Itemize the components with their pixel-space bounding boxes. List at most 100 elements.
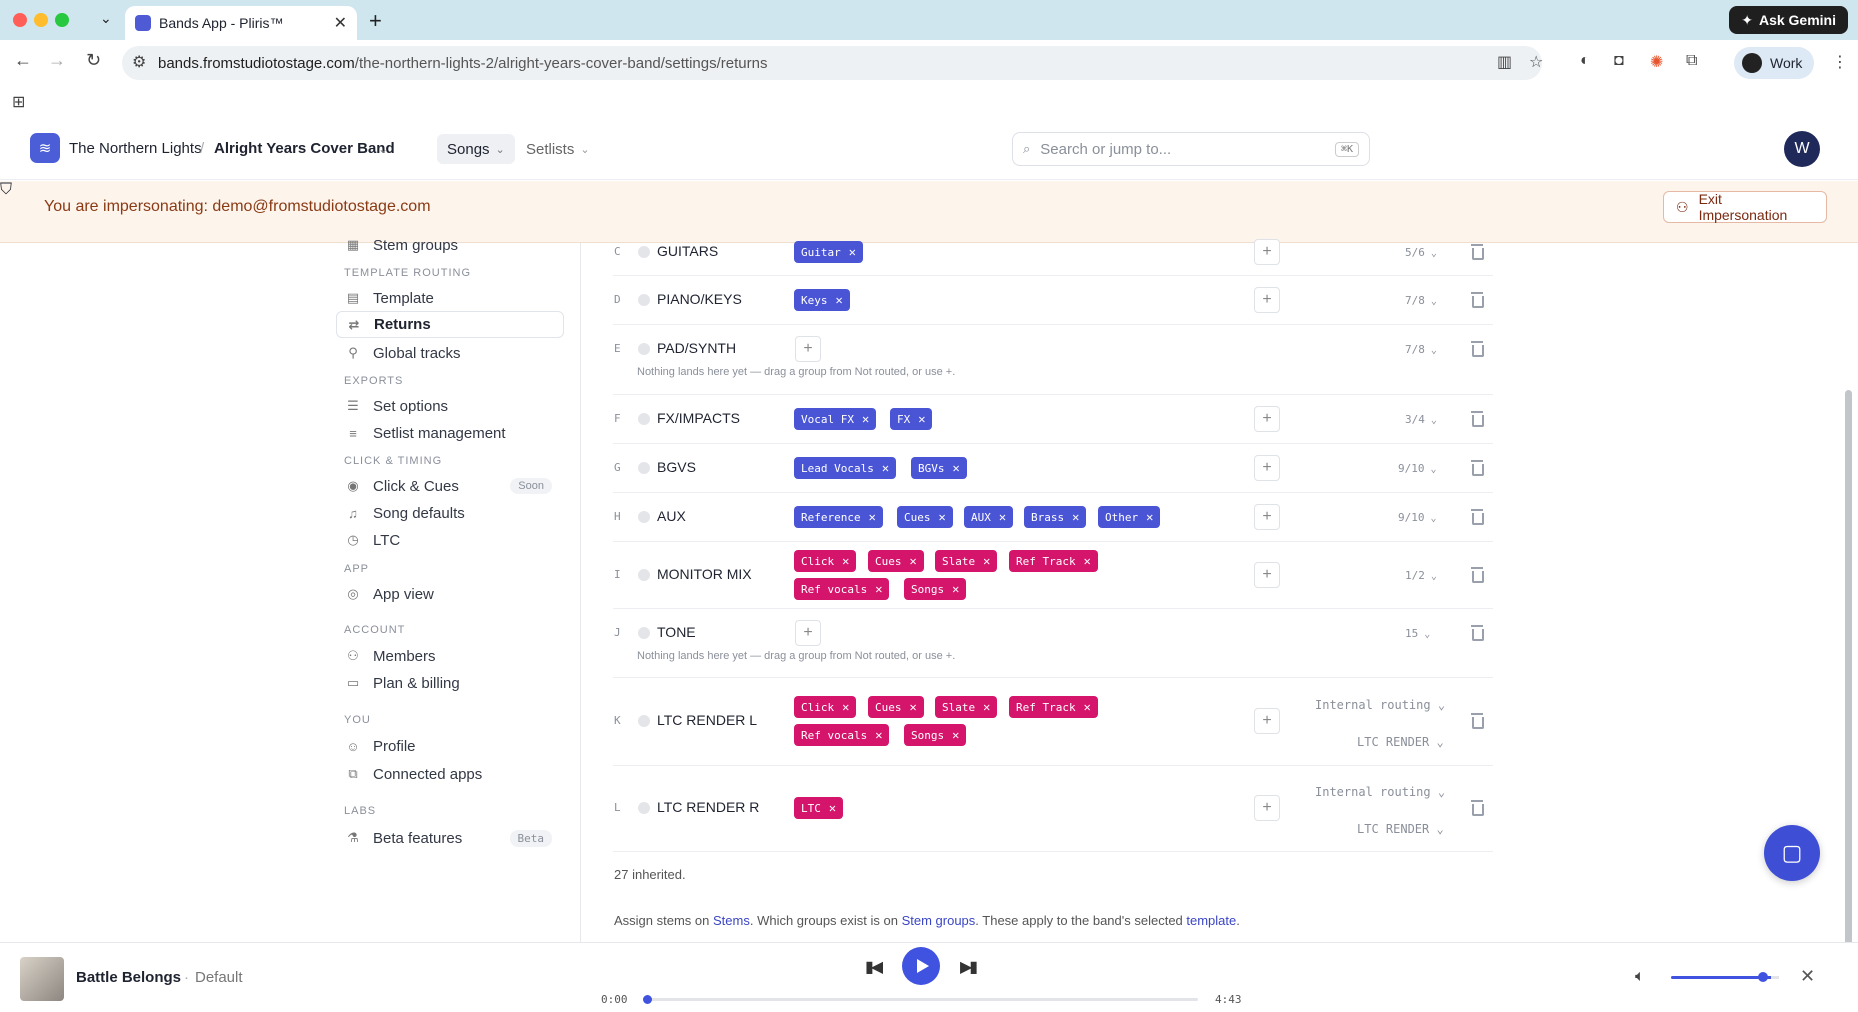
- add-group-button[interactable]: +: [1254, 455, 1280, 481]
- remove-chip-icon[interactable]: ✕: [938, 510, 946, 524]
- output-count-select[interactable]: 7/8 ⌄: [1405, 343, 1437, 356]
- zoom-window-button[interactable]: [55, 13, 69, 27]
- stem-group-chip[interactable]: Vocal FX ✕: [794, 408, 877, 430]
- drag-handle[interactable]: [638, 715, 650, 727]
- browser-menu-icon[interactable]: ⋮: [1832, 54, 1848, 71]
- close-window-button[interactable]: [13, 13, 27, 27]
- drag-handle[interactable]: [638, 413, 650, 425]
- stem-group-chip[interactable]: Lead Vocals ✕: [794, 457, 897, 479]
- stem-groups-link[interactable]: Stem groups: [901, 913, 976, 928]
- stem-group-chip[interactable]: Guitar ✕: [794, 241, 863, 263]
- remove-chip-icon[interactable]: ✕: [1146, 510, 1154, 524]
- volume-slider[interactable]: [1671, 972, 1779, 982]
- remove-chip-icon[interactable]: ✕: [828, 801, 837, 815]
- search-input[interactable]: ⌕ Search or jump to... ⌘K: [1012, 132, 1370, 166]
- remove-chip-icon[interactable]: ✕: [998, 510, 1007, 524]
- address-bar[interactable]: bands.fromstudiotostage.com/the-northern…: [122, 46, 1542, 80]
- add-group-button[interactable]: +: [1254, 708, 1280, 734]
- trash-icon[interactable]: [1470, 411, 1484, 427]
- remove-chip-icon[interactable]: ✕: [909, 700, 917, 714]
- remove-chip-icon[interactable]: ✕: [909, 554, 917, 568]
- stem-group-chip[interactable]: Cues ✕: [868, 696, 924, 718]
- sidebar-item-set-options[interactable]: ☰ Set options: [336, 394, 564, 418]
- apps-grid-icon[interactable]: ⊞: [12, 94, 26, 111]
- stem-group-chip[interactable]: BGVs ✕: [911, 457, 967, 479]
- trash-icon[interactable]: [1470, 460, 1484, 476]
- progress-knob[interactable]: [643, 995, 652, 1004]
- stem-group-chip[interactable]: Cues ✕: [897, 506, 953, 528]
- output-count-select[interactable]: 7/8 ⌄: [1405, 294, 1437, 307]
- sidebar-item-plan-billing[interactable]: ▭ Plan & billing: [336, 671, 564, 695]
- new-tab-icon[interactable]: +: [369, 8, 382, 33]
- stem-group-chip[interactable]: Brass ✕: [1024, 506, 1087, 528]
- sidebar-item-members[interactable]: ⚇ Members: [336, 644, 564, 668]
- drag-handle[interactable]: [638, 343, 650, 355]
- trash-icon[interactable]: [1470, 244, 1484, 260]
- trash-icon[interactable]: [1470, 292, 1484, 308]
- reload-icon[interactable]: ↻: [86, 50, 102, 70]
- remove-chip-icon[interactable]: ✕: [983, 554, 991, 568]
- trash-icon[interactable]: [1470, 625, 1484, 641]
- trash-icon[interactable]: [1470, 800, 1484, 816]
- remove-chip-icon[interactable]: ✕: [952, 728, 960, 742]
- stem-group-chip[interactable]: Keys ✕: [794, 289, 850, 311]
- stem-group-chip[interactable]: Cues ✕: [868, 550, 924, 572]
- trash-icon[interactable]: [1470, 567, 1484, 583]
- sidebar-item-app-view[interactable]: ◎ App view: [336, 582, 564, 606]
- template-link[interactable]: template: [1186, 913, 1237, 928]
- exit-impersonation-button[interactable]: ⚇ Exit Impersonation: [1663, 191, 1827, 223]
- drag-handle[interactable]: [638, 802, 650, 814]
- stem-group-chip[interactable]: Ref vocals ✕: [794, 578, 890, 600]
- stem-group-chip[interactable]: Click ✕: [794, 550, 857, 572]
- sidebar-item-global-tracks[interactable]: ⚲ Global tracks: [336, 341, 564, 365]
- remove-chip-icon[interactable]: ✕: [881, 461, 890, 475]
- play-button[interactable]: [902, 947, 940, 985]
- add-group-button[interactable]: +: [1254, 504, 1280, 530]
- drag-handle[interactable]: [638, 627, 650, 639]
- remove-chip-icon[interactable]: ✕: [1083, 700, 1091, 714]
- stem-group-chip[interactable]: Songs ✕: [904, 724, 967, 746]
- trash-icon[interactable]: [1470, 341, 1484, 357]
- trash-icon[interactable]: [1470, 713, 1484, 729]
- output-count-select[interactable]: 15 ⌄: [1405, 627, 1430, 640]
- close-player-icon[interactable]: ✕: [1800, 966, 1816, 986]
- nav-songs[interactable]: Songs ⌄: [437, 134, 515, 164]
- output-count-select[interactable]: 5/6 ⌄: [1405, 246, 1437, 259]
- ltc-render-select[interactable]: LTC RENDER ⌄: [1357, 822, 1444, 836]
- output-count-select[interactable]: 3/4 ⌄: [1405, 413, 1437, 426]
- trash-icon[interactable]: [1470, 509, 1484, 525]
- output-count-select[interactable]: 1/2 ⌄: [1405, 569, 1437, 582]
- remove-chip-icon[interactable]: ✕: [861, 412, 870, 426]
- breadcrumb-project[interactable]: Alright Years Cover Band: [214, 140, 395, 157]
- drag-handle[interactable]: [638, 294, 650, 306]
- add-group-button[interactable]: +: [1254, 795, 1280, 821]
- drag-handle[interactable]: [638, 246, 650, 258]
- stem-group-chip[interactable]: Click ✕: [794, 696, 857, 718]
- bookmark-star-icon[interactable]: ☆: [1529, 54, 1544, 71]
- remove-chip-icon[interactable]: ✕: [835, 293, 843, 307]
- stem-group-chip[interactable]: AUX ✕: [964, 506, 1014, 528]
- ask-gemini-button[interactable]: ✦ Ask Gemini: [1729, 6, 1848, 34]
- sidebar-item-profile[interactable]: ☺ Profile: [336, 734, 564, 758]
- stem-group-chip[interactable]: LTC ✕: [794, 797, 844, 819]
- ltc-render-select[interactable]: LTC RENDER ⌄: [1357, 735, 1444, 749]
- sidebar-item-song-defaults[interactable]: ♫ Song defaults: [336, 501, 564, 525]
- add-group-button[interactable]: +: [1254, 287, 1280, 313]
- drag-handle[interactable]: [638, 462, 650, 474]
- reader-mode-icon[interactable]: ▥: [1497, 54, 1513, 71]
- stem-group-chip[interactable]: Ref vocals ✕: [794, 724, 890, 746]
- remove-chip-icon[interactable]: ✕: [983, 700, 991, 714]
- user-avatar[interactable]: W: [1784, 131, 1820, 167]
- close-tab-icon[interactable]: ✕: [333, 15, 347, 32]
- add-group-button[interactable]: +: [795, 336, 821, 362]
- add-group-button[interactable]: +: [1254, 562, 1280, 588]
- add-group-button[interactable]: +: [1254, 406, 1280, 432]
- app-logo-icon[interactable]: ≋: [30, 133, 60, 163]
- remove-chip-icon[interactable]: ✕: [1072, 510, 1080, 524]
- skip-next-icon[interactable]: ▶▮: [960, 959, 978, 976]
- drag-handle[interactable]: [638, 511, 650, 523]
- browser-tab-active[interactable]: Bands App - Pliris™ ✕: [125, 6, 357, 40]
- breadcrumb-band[interactable]: The Northern Lights: [69, 140, 202, 157]
- forward-icon[interactable]: →: [48, 50, 66, 70]
- camera-icon[interactable]: ◘: [1614, 52, 1624, 69]
